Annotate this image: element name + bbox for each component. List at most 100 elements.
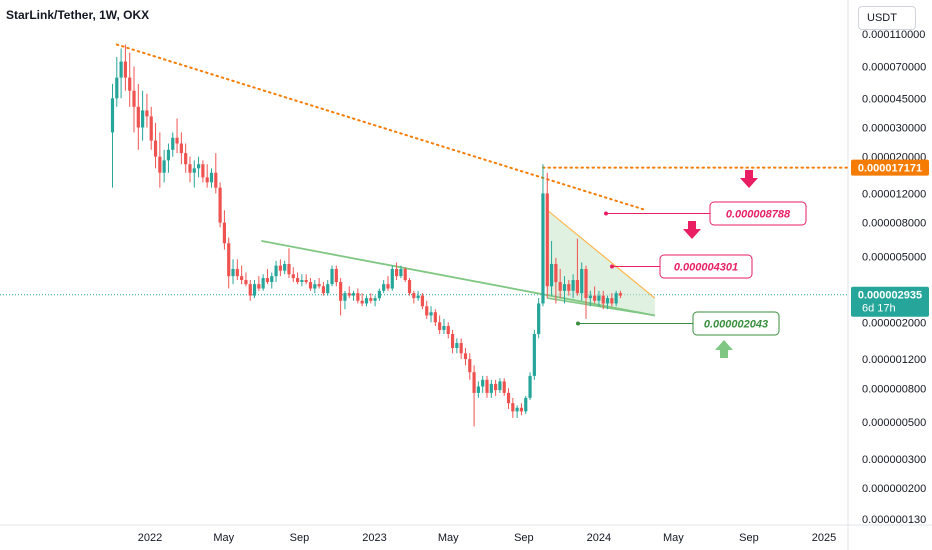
- candle-body: [158, 156, 162, 173]
- symbol-title: StarLink/Tether, 1W, OKX: [6, 8, 150, 22]
- candle: [343, 290, 347, 310]
- candle-body: [205, 177, 209, 183]
- candle: [222, 210, 227, 250]
- candle: [610, 293, 614, 307]
- candle-body: [442, 326, 446, 330]
- candle: [369, 293, 373, 304]
- candle: [347, 286, 351, 299]
- candle: [326, 280, 330, 296]
- green-support-trendline: [261, 240, 656, 317]
- candle-body: [364, 298, 369, 304]
- candle: [356, 288, 360, 304]
- target-label: 0.000008788: [726, 209, 791, 221]
- arrow-down-icon: [740, 170, 758, 188]
- current-price-tag: [851, 286, 929, 317]
- x-axis[interactable]: 2022 May Sep 2023 May Sep 2024 May Sep 2025: [138, 532, 836, 544]
- candle-body: [386, 284, 390, 289]
- candle: [524, 395, 528, 414]
- candle: [571, 274, 575, 299]
- candle-body: [270, 276, 274, 283]
- candle: [545, 172, 549, 299]
- y-tick-label: 0.000030000: [862, 122, 926, 134]
- candle-body: [450, 334, 455, 348]
- candle: [549, 240, 554, 296]
- candle-body: [278, 265, 282, 271]
- y-tick-label: 0.000000800: [862, 383, 926, 395]
- candle: [403, 267, 407, 283]
- y-tick-label: 0.000012000: [862, 188, 926, 200]
- candle: [506, 388, 511, 409]
- target-annotation: 0.000004301: [610, 221, 753, 279]
- candle-body: [214, 172, 218, 188]
- current-price-label: 0.000002935: [858, 290, 922, 302]
- target-label: 0.000002043: [704, 319, 768, 331]
- candle-body: [377, 290, 381, 299]
- candle-body: [528, 375, 532, 398]
- candle: [489, 379, 493, 398]
- candle: [179, 132, 183, 165]
- candle: [162, 149, 166, 183]
- candle-body: [515, 407, 519, 412]
- candle: [528, 372, 532, 400]
- candle-body: [196, 164, 201, 169]
- target-annotation: 0.000002043: [576, 311, 780, 358]
- candle: [141, 90, 145, 141]
- candle-body: [537, 303, 541, 335]
- candle: [304, 274, 308, 285]
- x-tick-label: Sep: [290, 532, 310, 544]
- candle-body: [519, 407, 524, 412]
- candle: [618, 290, 623, 299]
- candle-body: [485, 379, 489, 393]
- candle-body: [244, 280, 248, 285]
- candle: [425, 300, 429, 319]
- candle-body: [446, 326, 450, 335]
- candle-body: [601, 295, 605, 304]
- candle: [593, 286, 597, 304]
- candle: [580, 262, 584, 301]
- candle-body: [412, 293, 416, 299]
- candle-body: [571, 280, 575, 291]
- y-tick-label: 0.000070000: [862, 62, 926, 74]
- candle: [115, 56, 119, 107]
- candle-body: [498, 381, 502, 391]
- candle-body: [166, 149, 171, 161]
- candle: [132, 66, 136, 133]
- candle-body: [184, 153, 188, 165]
- x-tick-label: Sep: [514, 532, 534, 544]
- candle-body: [304, 280, 308, 283]
- candle-body: [399, 268, 403, 277]
- y-axis[interactable]: 0.000110000 0.000070000 0.000045000 0.00003…: [851, 29, 929, 526]
- candle-body: [494, 383, 498, 391]
- candle: [218, 182, 222, 228]
- candle: [382, 280, 386, 294]
- candle-body: [438, 322, 442, 330]
- candle: [192, 160, 196, 188]
- candle: [334, 265, 338, 287]
- candle-body: [145, 110, 149, 117]
- candle: [588, 290, 592, 307]
- candle: [287, 248, 291, 279]
- candle-body: [347, 293, 351, 296]
- candle: [295, 272, 300, 285]
- candle: [446, 322, 450, 339]
- candle: [390, 265, 394, 291]
- candle: [399, 265, 403, 279]
- candle-body: [132, 90, 136, 107]
- candle-body: [343, 293, 347, 301]
- orange-level-label: 0.000017171: [858, 163, 922, 175]
- candle-body: [321, 286, 326, 294]
- candle-body: [597, 295, 601, 301]
- currency-selector[interactable]: USDT: [858, 6, 916, 30]
- candle-body: [395, 268, 399, 277]
- candle-body: [231, 268, 235, 277]
- candle-body: [588, 295, 592, 299]
- candle: [373, 295, 377, 307]
- target-anchor-dot: [576, 321, 580, 326]
- candle: [308, 278, 313, 291]
- candle-body: [610, 298, 614, 304]
- candle-body: [300, 280, 304, 283]
- y-tick-label: 0.000001200: [862, 354, 926, 366]
- candle-body: [356, 293, 360, 301]
- arrow-down-icon: [683, 221, 701, 239]
